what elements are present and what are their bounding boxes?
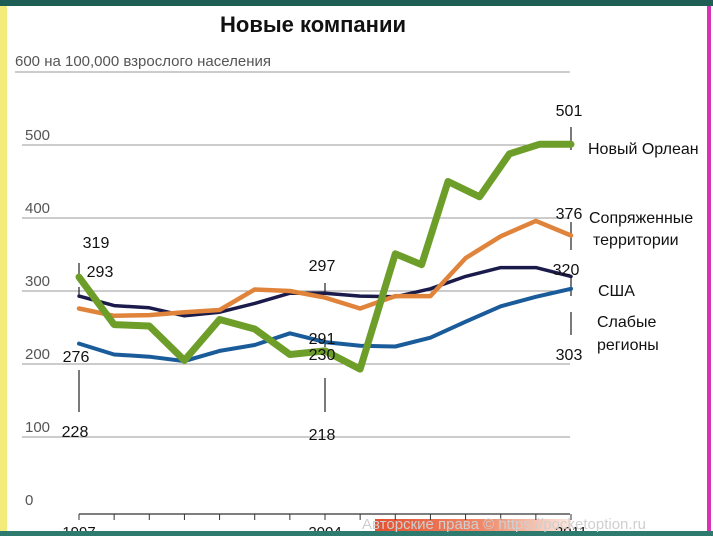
data-point bbox=[183, 311, 186, 313]
data-point bbox=[570, 275, 572, 277]
data-point bbox=[254, 344, 256, 346]
data-point bbox=[254, 288, 256, 291]
data-point bbox=[324, 341, 326, 343]
data-point bbox=[447, 180, 449, 183]
top-frame-bar bbox=[0, 0, 713, 6]
y-tick-label: 500 bbox=[25, 127, 50, 144]
data-point bbox=[183, 359, 186, 361]
data-point bbox=[78, 307, 80, 310]
data-point bbox=[78, 295, 80, 297]
data-label: 293 bbox=[87, 264, 114, 281]
data-point bbox=[464, 275, 467, 277]
series-label: Новый Орлеан bbox=[588, 141, 699, 158]
data-point bbox=[113, 353, 115, 356]
data-label: 320 bbox=[553, 262, 580, 279]
data-point bbox=[78, 276, 80, 278]
data-point bbox=[324, 296, 326, 299]
data-label: 230 bbox=[309, 347, 336, 364]
data-point bbox=[508, 153, 511, 155]
bottom-frame-bar bbox=[0, 531, 713, 536]
data-label: 297 bbox=[309, 258, 336, 275]
y-tick-label: 100 bbox=[25, 419, 50, 436]
data-point bbox=[218, 309, 221, 311]
data-point bbox=[570, 288, 572, 290]
series-line bbox=[75, 140, 575, 373]
data-point bbox=[394, 345, 396, 348]
copyright-watermark: Авторские права © https://pocketoption.r… bbox=[362, 516, 646, 533]
data-point bbox=[535, 296, 537, 298]
data-point bbox=[254, 328, 256, 330]
chart-title: Новые компании bbox=[220, 12, 406, 37]
data-label: 319 bbox=[83, 235, 110, 252]
series-label-line: территории bbox=[593, 232, 679, 249]
data-point bbox=[148, 314, 150, 316]
data-point bbox=[429, 295, 432, 297]
data-label: 218 bbox=[309, 427, 336, 444]
data-label: 303 bbox=[556, 347, 583, 364]
series-label: США bbox=[598, 283, 635, 300]
data-point bbox=[289, 332, 291, 334]
data-point bbox=[500, 267, 502, 269]
data-point bbox=[254, 302, 256, 305]
data-point bbox=[218, 318, 221, 321]
data-point bbox=[78, 342, 80, 345]
y-tick-label: 200 bbox=[25, 346, 50, 363]
data-point bbox=[113, 305, 115, 307]
data-point bbox=[500, 235, 502, 237]
data-point bbox=[148, 307, 150, 309]
data-point bbox=[148, 356, 150, 358]
series-label-line: Сопряженные bbox=[589, 210, 693, 227]
data-label: 501 bbox=[556, 103, 583, 120]
data-point bbox=[429, 288, 432, 290]
data-point bbox=[359, 345, 361, 347]
data-point bbox=[359, 295, 361, 297]
data-point bbox=[359, 368, 361, 370]
data-point bbox=[324, 350, 326, 352]
data-point bbox=[570, 143, 572, 145]
series-label-line: Слабые bbox=[597, 314, 656, 331]
series-label: Слабые регионы bbox=[597, 314, 659, 354]
series-label: Сопряженные территории bbox=[589, 210, 693, 249]
data-point bbox=[148, 325, 150, 327]
data-point bbox=[218, 350, 221, 352]
data-point bbox=[500, 305, 502, 307]
left-frame-bar bbox=[0, 6, 7, 531]
data-label: 276 bbox=[63, 349, 90, 366]
data-point bbox=[359, 307, 361, 310]
chart-subtitle: 600 на 100,000 взрослого населения bbox=[15, 53, 272, 70]
data-point bbox=[538, 143, 540, 145]
right-frame-bar bbox=[707, 6, 711, 531]
data-point bbox=[324, 292, 326, 294]
data-point bbox=[394, 253, 396, 255]
data-point bbox=[421, 264, 423, 266]
data-point bbox=[570, 234, 572, 237]
y-tick-label: 400 bbox=[25, 200, 50, 217]
data-point bbox=[289, 290, 291, 292]
data-point bbox=[183, 315, 186, 317]
series-label-line: регионы bbox=[597, 337, 659, 354]
data-label: 376 bbox=[556, 206, 583, 223]
y-tick-label: 0 bbox=[25, 492, 33, 509]
data-point bbox=[113, 315, 115, 317]
data-label: 291 bbox=[309, 331, 336, 348]
data-point bbox=[113, 323, 115, 326]
data-point bbox=[535, 267, 537, 269]
data-point bbox=[535, 220, 537, 222]
data-point bbox=[394, 295, 396, 297]
data-point bbox=[464, 321, 467, 323]
recession-band bbox=[375, 519, 571, 531]
data-point bbox=[289, 353, 291, 356]
y-tick-label: 300 bbox=[25, 273, 50, 290]
data-label: 228 bbox=[62, 424, 89, 441]
data-point bbox=[429, 337, 432, 339]
data-point bbox=[464, 257, 467, 259]
data-point bbox=[479, 196, 481, 198]
